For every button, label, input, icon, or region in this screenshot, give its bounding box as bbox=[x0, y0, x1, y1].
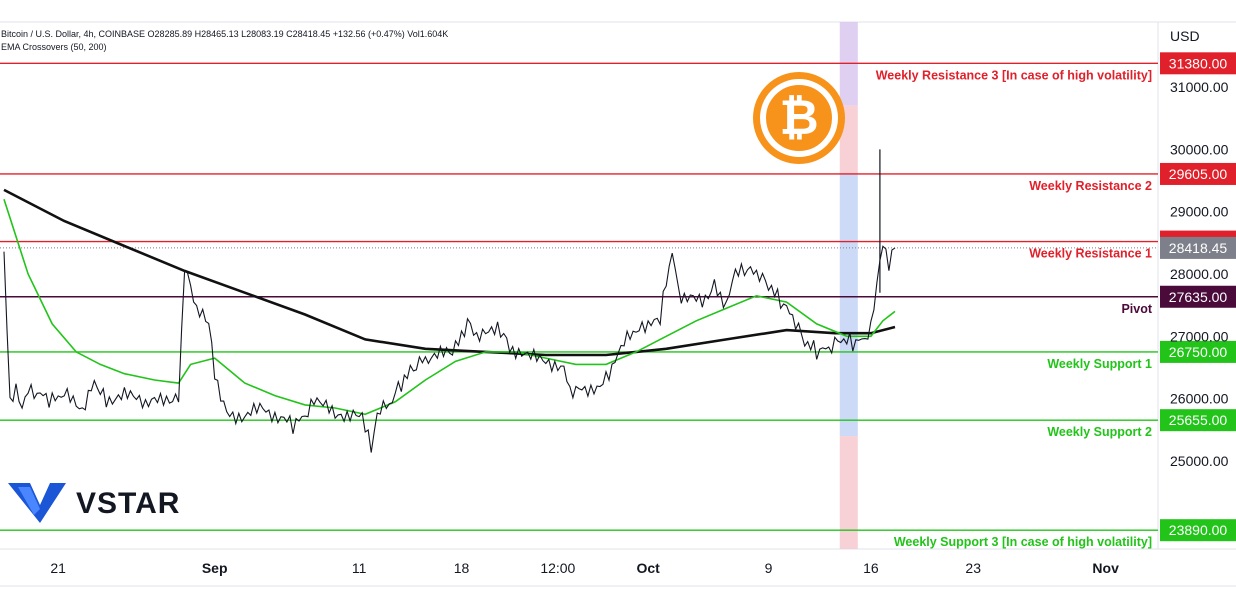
price-tags-layer: 31380.0029605.0028520.0027635.0026750.00… bbox=[1160, 52, 1236, 542]
y-tick-label: 31000.00 bbox=[1170, 79, 1229, 95]
current-price-tag-text: 28418.45 bbox=[1169, 240, 1228, 256]
series-layer bbox=[3, 149, 896, 453]
level-label-0: Weekly Resistance 3 [In case of high vol… bbox=[876, 68, 1152, 82]
level-label-4: Weekly Support 1 bbox=[1047, 357, 1152, 371]
x-tick-label: 21 bbox=[50, 560, 66, 576]
vstar-v-icon bbox=[8, 483, 66, 523]
logo-text: VSTAR bbox=[76, 487, 180, 520]
level-label-2: Weekly Resistance 1 bbox=[1029, 247, 1152, 261]
price-tag-4 bbox=[1160, 340, 1236, 363]
bitcoin-icon: ₿ bbox=[753, 72, 845, 164]
y-tick-label: 29000.00 bbox=[1170, 204, 1229, 220]
highlight-band-blue bbox=[839, 174, 858, 437]
price-tag-6 bbox=[1160, 519, 1236, 542]
price-tag-text-5: 25655.00 bbox=[1169, 412, 1228, 428]
level-label-3: Pivot bbox=[1121, 302, 1152, 316]
price-tag-text-4: 26750.00 bbox=[1169, 344, 1228, 360]
x-tick-label: 9 bbox=[765, 560, 773, 576]
x-tick-label: Sep bbox=[202, 560, 228, 576]
x-tick-label: 18 bbox=[454, 560, 470, 576]
price-tag-5 bbox=[1160, 409, 1236, 432]
x-tick-label: 11 bbox=[352, 560, 367, 576]
symbol-info: Bitcoin / U.S. Dollar, 4h, COINBASE O282… bbox=[1, 29, 448, 39]
level-label-1: Weekly Resistance 2 bbox=[1029, 179, 1152, 193]
level-label-5: Weekly Support 2 bbox=[1047, 425, 1152, 439]
level-label-6: Weekly Support 3 [In case of high volati… bbox=[894, 535, 1152, 549]
x-tick-label: 23 bbox=[965, 560, 981, 576]
ema-50-line bbox=[3, 198, 896, 416]
price-tag-text-1: 29605.00 bbox=[1169, 166, 1228, 182]
y-tick-label: 28000.00 bbox=[1170, 266, 1229, 282]
price-tag-text-0: 31380.00 bbox=[1169, 55, 1228, 71]
current-price-tag bbox=[1160, 236, 1236, 259]
x-tick-label: Nov bbox=[1092, 560, 1119, 576]
price-tag-1 bbox=[1160, 162, 1236, 185]
x-tick-label: Oct bbox=[636, 560, 660, 576]
indicator-info: EMA Crossovers (50, 200) bbox=[1, 42, 107, 52]
y-tick-label: 30000.00 bbox=[1170, 141, 1229, 157]
y-tick-label: 25000.00 bbox=[1170, 453, 1229, 469]
price-tag-text-6: 23890.00 bbox=[1169, 522, 1228, 538]
price-tag-3 bbox=[1160, 285, 1236, 308]
price-tag-text-3: 27635.00 bbox=[1169, 289, 1228, 305]
svg-text:₿: ₿ bbox=[779, 92, 818, 145]
price-axis[interactable]: 25000.00 26000.00 27000.00 28000.00 29000.00… bbox=[1170, 79, 1229, 469]
price-line bbox=[3, 245, 896, 453]
price-tag-0 bbox=[1160, 52, 1236, 75]
levels-layer: Weekly Resistance 3 [In case of high vol… bbox=[0, 62, 1158, 549]
x-tick-label: 12:00 bbox=[540, 560, 575, 576]
y-tick-label: 27000.00 bbox=[1170, 328, 1229, 344]
highlight-band-pink-lower bbox=[839, 436, 858, 549]
session-highlight bbox=[839, 22, 858, 549]
y-tick-label: 26000.00 bbox=[1170, 391, 1229, 407]
x-tick-label: 16 bbox=[863, 560, 879, 576]
currency-label: USD bbox=[1170, 28, 1200, 44]
time-axis[interactable]: 21 Sep 11 18 12:00 Oct 9 16 23 Nov bbox=[50, 560, 1119, 576]
vstar-logo: VSTAR bbox=[8, 483, 180, 523]
